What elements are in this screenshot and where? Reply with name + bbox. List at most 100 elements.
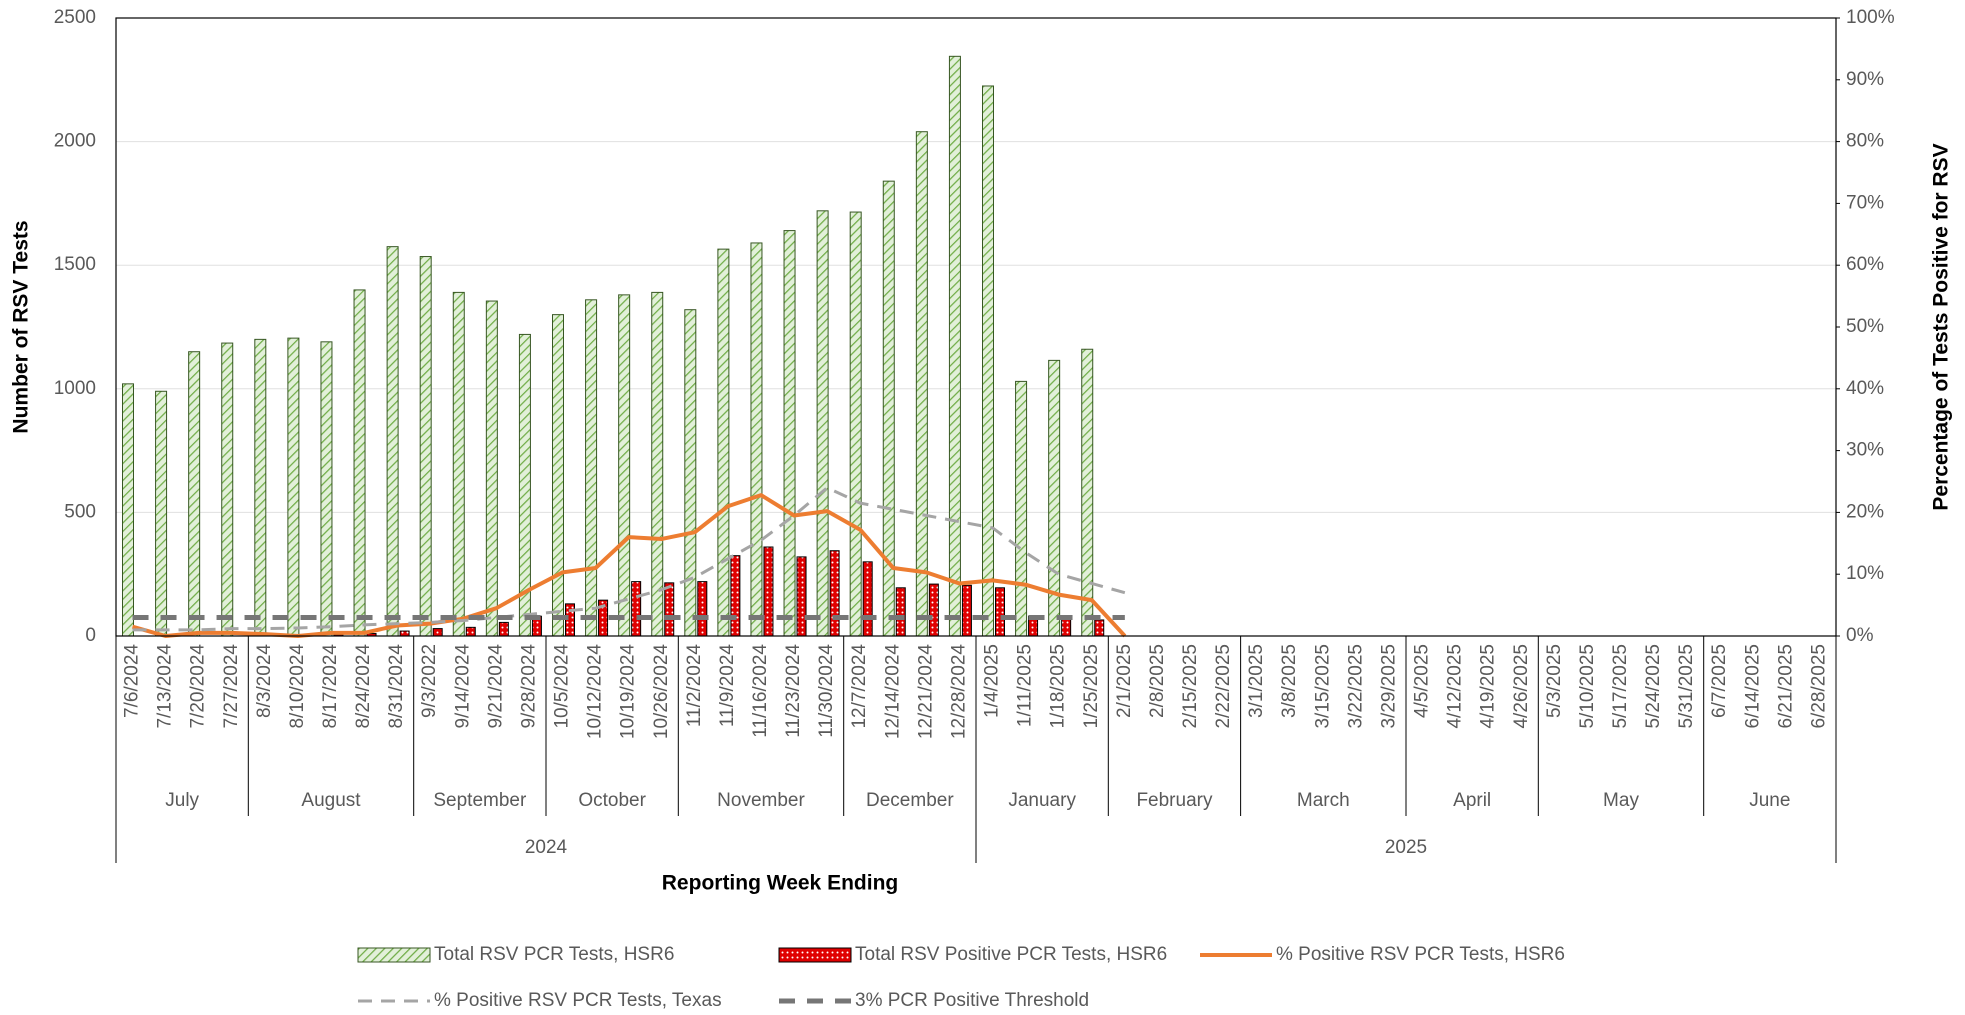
bar xyxy=(730,555,741,637)
x-tick-label: 1/11/2025 xyxy=(1015,644,1036,727)
x-tick-label: 2/22/2025 xyxy=(1213,644,1234,729)
x-tick-label: 9/14/2024 xyxy=(452,644,473,729)
x-tick-label: 2/8/2025 xyxy=(1147,644,1168,718)
bar xyxy=(961,584,972,637)
x-tick-label: 1/18/2025 xyxy=(1048,644,1069,729)
x-tick-label: 1/25/2025 xyxy=(1081,644,1102,729)
x-tick-label: 5/17/2025 xyxy=(1610,644,1631,729)
month-label: March xyxy=(1297,790,1350,811)
legend-label: % Positive RSV PCR Tests, HSR6 xyxy=(1276,944,1565,965)
bar xyxy=(498,621,509,637)
bar xyxy=(849,211,862,637)
y2-tick-label: 100% xyxy=(1846,7,1895,28)
x-tick-label: 9/28/2024 xyxy=(518,644,539,729)
y-tick-label: 2500 xyxy=(54,7,96,28)
bar xyxy=(717,248,730,637)
x-tick-label: 8/3/2024 xyxy=(254,644,275,718)
bar xyxy=(188,351,201,637)
x-tick-label: 3/22/2025 xyxy=(1345,644,1366,729)
bar xyxy=(287,337,300,637)
legend-label: % Positive RSV PCR Tests, Texas xyxy=(434,990,722,1011)
bar xyxy=(1061,616,1072,637)
x-tick-label: 2/15/2025 xyxy=(1180,644,1201,729)
month-label: September xyxy=(433,790,527,811)
x-tick-label: 11/30/2024 xyxy=(816,644,837,738)
month-label: February xyxy=(1136,790,1213,811)
bar xyxy=(552,314,564,637)
year-label: 2024 xyxy=(525,837,568,858)
y-tick-label: 1500 xyxy=(54,254,96,275)
bar xyxy=(465,626,476,637)
y2-tick-label: 60% xyxy=(1846,254,1884,275)
legend-label: Total RSV PCR Tests, HSR6 xyxy=(434,944,674,965)
y-tick-label: 500 xyxy=(64,501,96,522)
bar xyxy=(1015,380,1028,637)
x-tick-label: 3/15/2025 xyxy=(1312,644,1333,729)
month-label: October xyxy=(578,790,646,811)
bar xyxy=(895,587,906,637)
x-tick-label: 12/14/2024 xyxy=(882,644,903,740)
x-tick-label: 6/28/2025 xyxy=(1808,644,1829,729)
x-tick-label: 6/14/2025 xyxy=(1742,644,1763,729)
x-tick-label: 2/1/2025 xyxy=(1114,644,1135,718)
y2-tick-label: 10% xyxy=(1846,563,1884,584)
x-tick-label: 6/21/2025 xyxy=(1775,644,1796,729)
x-tick-label: 5/10/2025 xyxy=(1577,644,1598,729)
x-tick-label: 8/10/2024 xyxy=(287,644,308,729)
bar xyxy=(948,55,961,637)
y2-tick-label: 80% xyxy=(1846,131,1884,152)
month-label: August xyxy=(301,790,361,811)
bar xyxy=(386,246,399,637)
bar xyxy=(995,587,1005,637)
x-tick-label: 4/26/2025 xyxy=(1511,644,1532,729)
bar xyxy=(419,256,432,637)
y2-tick-label: 90% xyxy=(1846,69,1884,90)
y2-axis-title: Percentage of Tests Positive for RSV xyxy=(1930,143,1953,510)
bar xyxy=(664,582,675,637)
x-tick-label: 7/27/2024 xyxy=(221,644,242,729)
x-tick-label: 8/24/2024 xyxy=(353,644,374,729)
x-tick-label: 1/4/2025 xyxy=(982,644,1003,718)
x-tick-label: 12/7/2024 xyxy=(849,644,870,729)
x-tick-label: 12/21/2024 xyxy=(915,644,936,740)
x-tick-label: 3/1/2025 xyxy=(1246,644,1267,718)
bar xyxy=(1081,348,1094,637)
month-label: April xyxy=(1453,790,1491,811)
bar xyxy=(353,289,366,637)
bar xyxy=(928,583,939,637)
x-tick-label: 7/20/2024 xyxy=(188,644,209,729)
y2-tick-label: 40% xyxy=(1846,378,1884,399)
x-tick-label: 5/31/2025 xyxy=(1676,644,1697,729)
y2-tick-label: 30% xyxy=(1846,440,1884,461)
x-tick-label: 5/24/2025 xyxy=(1643,644,1664,729)
bar xyxy=(796,556,807,637)
x-tick-label: 11/2/2024 xyxy=(684,644,705,728)
bar xyxy=(763,546,774,637)
bar xyxy=(631,581,642,637)
x-tick-label: 10/5/2024 xyxy=(552,644,573,729)
y-tick-label: 2000 xyxy=(54,131,96,152)
legend-label: 3% PCR Positive Threshold xyxy=(855,990,1089,1011)
bar xyxy=(915,131,928,637)
x-tick-label: 11/23/2024 xyxy=(783,644,804,738)
bar xyxy=(982,85,994,637)
bar xyxy=(651,291,664,637)
x-tick-label: 9/21/2024 xyxy=(485,644,506,729)
month-label: May xyxy=(1603,790,1639,811)
x-tick-label: 6/7/2025 xyxy=(1709,644,1730,718)
y2-tick-label: 20% xyxy=(1846,501,1884,522)
bar xyxy=(155,390,168,637)
bar xyxy=(221,342,234,637)
bar xyxy=(1094,619,1105,637)
bar xyxy=(862,561,873,637)
x-tick-label: 4/5/2025 xyxy=(1412,644,1433,718)
legend-swatch xyxy=(778,947,852,963)
month-label: January xyxy=(1008,790,1076,811)
x-tick-label: 5/3/2025 xyxy=(1544,644,1565,718)
bar xyxy=(122,383,134,637)
bar xyxy=(585,299,598,637)
y2-tick-label: 70% xyxy=(1846,192,1884,213)
plot-frame xyxy=(115,17,1837,637)
x-tick-label: 11/9/2024 xyxy=(717,644,738,728)
x-tick-label: 12/28/2024 xyxy=(948,644,969,740)
